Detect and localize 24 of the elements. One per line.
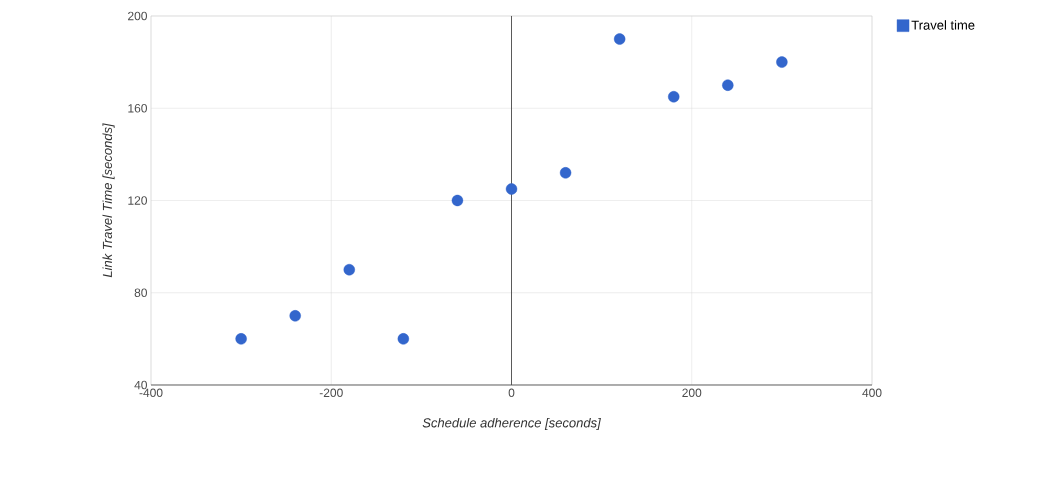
- point: [776, 56, 788, 68]
- point: [613, 33, 626, 45]
- x-tick-label: -400: [139, 388, 163, 398]
- y-tick-label: 160: [128, 104, 147, 113]
- y-tick-label: 80: [134, 288, 148, 297]
- point: [722, 79, 734, 91]
- legend-label: Travel time: [911, 20, 975, 30]
- y-axis-title: Link Travel Time [seconds]: [102, 123, 115, 278]
- x-tick-label: 400: [862, 388, 882, 398]
- y-tick-label: 120: [128, 196, 147, 205]
- point: [397, 333, 410, 345]
- point: [289, 310, 301, 322]
- point: [343, 263, 355, 276]
- point: [451, 194, 464, 207]
- x-tick-label: -200: [319, 388, 343, 398]
- x-tick-label: 200: [682, 388, 702, 398]
- point: [559, 167, 572, 179]
- point: [235, 333, 247, 345]
- y-tick-label: 200: [128, 11, 147, 21]
- point: [668, 91, 680, 103]
- x-tick-label: 0: [508, 388, 515, 398]
- y-tick-label: 40: [134, 380, 148, 390]
- point: [505, 183, 518, 195]
- x-axis-title: Schedule adherence [seconds]: [422, 417, 601, 431]
